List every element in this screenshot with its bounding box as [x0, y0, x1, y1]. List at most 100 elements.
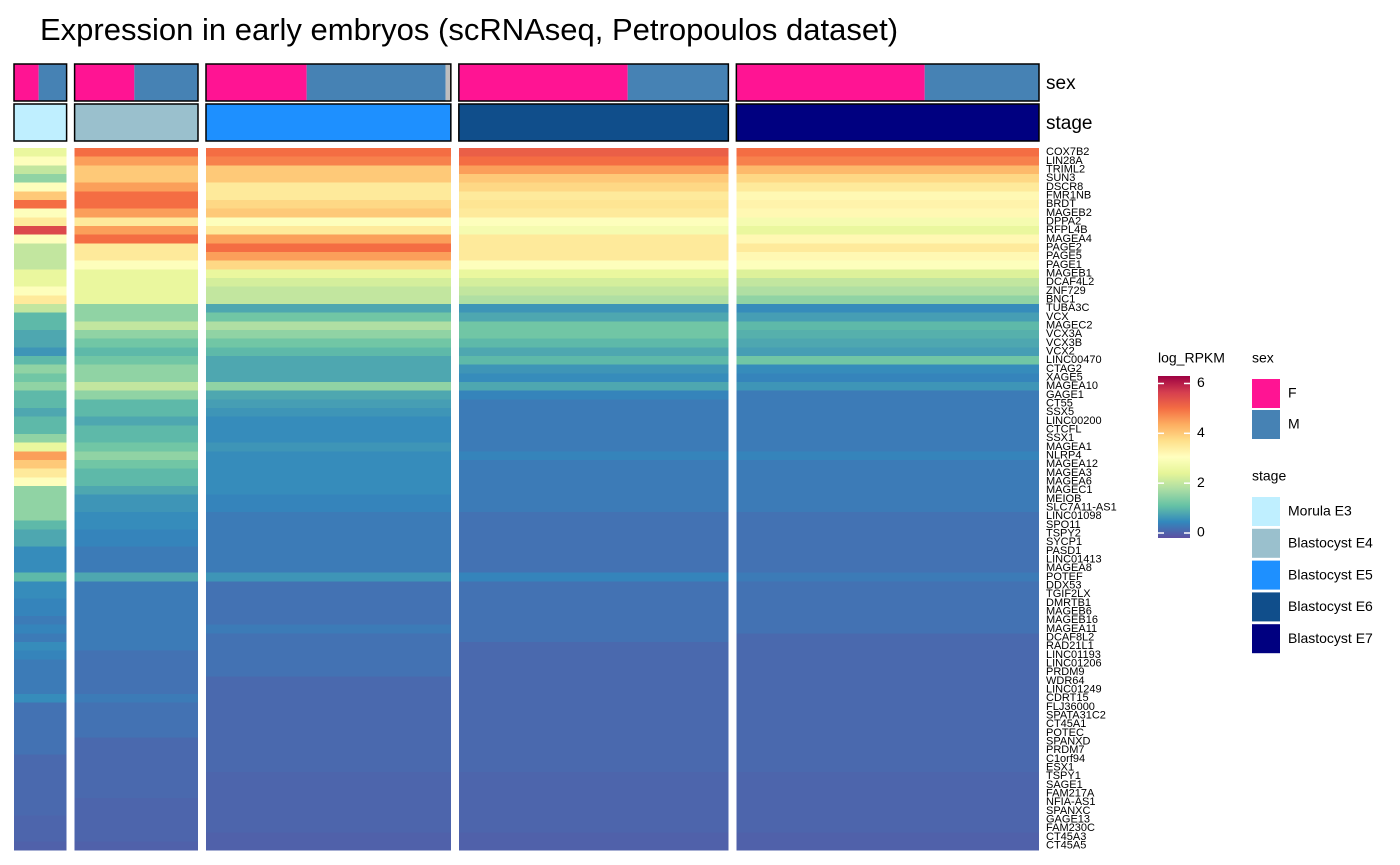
heat-cell: [205, 659, 451, 669]
heat-cell: [458, 798, 729, 807]
heat-cell: [205, 330, 451, 339]
heat-cell: [458, 286, 729, 296]
gene-label: LINC01249: [1046, 684, 1102, 696]
heat-cell: [14, 382, 67, 391]
heat-cell: [205, 737, 451, 747]
heat-cell: [736, 815, 1039, 825]
heat-cell: [74, 702, 198, 712]
gene-label: MAGEA12: [1046, 458, 1098, 470]
gene-label: LIN28A: [1046, 155, 1083, 167]
heat-cell: [74, 772, 198, 781]
heat-cell: [74, 148, 198, 157]
heat-cell: [14, 321, 67, 331]
heat-cell: [14, 832, 67, 842]
legend-swatch: [1252, 528, 1280, 558]
heat-cell: [458, 728, 729, 738]
heat-cell: [458, 555, 729, 565]
heat-cell: [458, 434, 729, 443]
heat-cell: [458, 477, 729, 487]
heat-cell: [205, 564, 451, 573]
gene-label: TRIML2: [1046, 164, 1085, 176]
heat-cell: [458, 512, 729, 521]
gene-label: CDRT15: [1046, 692, 1089, 704]
heat-cell: [74, 356, 198, 365]
heat-cell: [736, 165, 1039, 175]
heat-cell: [736, 286, 1039, 296]
heat-cell: [74, 468, 198, 478]
heat-cell: [205, 815, 451, 825]
heat-cell: [736, 460, 1039, 469]
heat-cell: [74, 789, 198, 799]
legend-title: sex: [1252, 350, 1274, 366]
heat-cell: [14, 564, 67, 573]
gene-label: GAGE13: [1046, 814, 1090, 826]
heat-cell: [14, 624, 67, 634]
heat-cell: [74, 321, 198, 331]
legend-swatch: [1252, 560, 1280, 590]
heat-cell: [736, 399, 1039, 409]
heat-cell: [458, 165, 729, 175]
heat-cell: [74, 260, 198, 270]
gene-label: VCX: [1046, 311, 1069, 323]
heat-cell: [205, 728, 451, 738]
heat-cell: [14, 477, 67, 487]
heat-cell: [74, 347, 198, 357]
heat-cell: [736, 338, 1039, 348]
heat-cell: [458, 754, 729, 764]
heat-cell: [74, 217, 198, 227]
heat-cell: [458, 156, 729, 166]
heat-cell: [736, 174, 1039, 183]
heat-cell: [14, 815, 67, 825]
heat-cell: [205, 503, 451, 513]
heat-cell: [74, 581, 198, 591]
heat-cell: [205, 408, 451, 417]
heat-cell: [736, 841, 1039, 851]
heat-cell: [458, 208, 729, 218]
gene-label: CT45A1: [1046, 718, 1086, 730]
heat-cell: [458, 330, 729, 339]
heat-cell: [74, 598, 198, 608]
heat-cell: [74, 434, 198, 443]
gene-label: PAGE5: [1046, 250, 1082, 262]
heat-cell: [74, 650, 198, 660]
sex-segment: [736, 64, 925, 101]
gene-label: PAGE2: [1046, 242, 1082, 254]
heat-cell: [14, 789, 67, 799]
heat-cell: [458, 702, 729, 712]
heat-cell: [14, 442, 67, 452]
heat-cell: [736, 390, 1039, 400]
heat-cell: [14, 711, 67, 721]
gene-label: SSX5: [1046, 406, 1074, 418]
heat-cell: [458, 581, 729, 591]
gene-label: FAM230C: [1046, 822, 1095, 834]
gene-label: PAGE1: [1046, 259, 1082, 271]
heat-cell: [736, 581, 1039, 591]
gene-label: LINC01193: [1046, 649, 1101, 661]
heat-cell: [458, 633, 729, 643]
heat-cell: [205, 572, 451, 582]
heat-cell: [14, 312, 67, 322]
heat-cell: [736, 182, 1039, 192]
heat-cell: [205, 824, 451, 833]
heat-cell: [14, 555, 67, 565]
gene-label: PRDM9: [1046, 666, 1085, 678]
heat-cell: [458, 243, 729, 253]
heat-cell: [14, 642, 67, 651]
heat-cell: [14, 460, 67, 469]
heat-cell: [74, 408, 198, 417]
gene-label: C1orf94: [1046, 753, 1085, 765]
heat-cell: [458, 607, 729, 617]
heat-cell: [14, 295, 67, 305]
heat-cell: [205, 754, 451, 764]
heat-cell: [458, 546, 729, 556]
heat-cell: [74, 763, 198, 773]
legend-label: Morula E3: [1288, 503, 1352, 519]
heat-cell: [74, 538, 198, 547]
heat-cell: [205, 312, 451, 322]
gene-label: SSX1: [1046, 432, 1074, 444]
heat-cell: [458, 226, 729, 235]
gene-label: PASD1: [1046, 545, 1081, 557]
legend-label: Blastocyst E5: [1288, 566, 1373, 582]
heat-cell: [736, 382, 1039, 391]
heat-cell: [736, 347, 1039, 357]
